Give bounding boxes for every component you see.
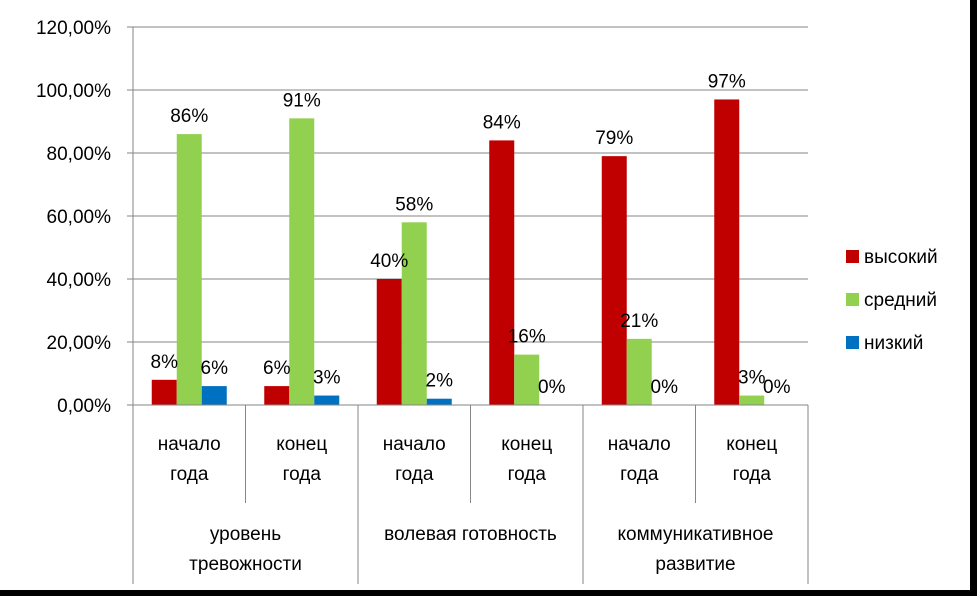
- bar-средний: [739, 395, 765, 405]
- legend: высокий средний низкий: [846, 247, 938, 354]
- data-label: 0%: [538, 377, 566, 398]
- axes: [132, 27, 809, 584]
- bar-низкий: [314, 395, 340, 405]
- data-label: 6%: [201, 358, 229, 379]
- legend-swatch-высокий: [846, 250, 859, 263]
- bar-высокий: [714, 99, 740, 405]
- data-label: 8%: [151, 352, 179, 373]
- data-labels: 8% 86% 6% 6% 91% 3% 40% 58% 2% 84% 16% 0% 79% 21% 0% 97…: [151, 71, 791, 398]
- y-tick-label: 0,00%: [57, 396, 111, 417]
- data-label: 0%: [763, 377, 791, 398]
- category-label: года: [508, 464, 547, 485]
- category-label: конец: [501, 434, 552, 455]
- bar-высокий: [151, 379, 177, 405]
- group-label: коммуникативное: [618, 524, 774, 545]
- bar-средний: [401, 222, 427, 405]
- category-label: года: [170, 464, 209, 485]
- bar-высокий: [264, 386, 290, 405]
- bar-средний: [176, 134, 202, 405]
- y-tick-label: 120,00%: [36, 18, 111, 39]
- legend-swatch-средний: [846, 293, 859, 306]
- data-label: 21%: [620, 311, 658, 332]
- category-label: конец: [726, 434, 777, 455]
- group-label: волевая готовность: [384, 524, 557, 545]
- data-label: 58%: [395, 194, 433, 215]
- data-label: 16%: [508, 327, 546, 348]
- category-label: года: [620, 464, 659, 485]
- y-tick-label: 100,00%: [36, 81, 111, 102]
- data-label: 86%: [170, 106, 208, 127]
- legend-label: низкий: [864, 333, 923, 354]
- legend-label: высокий: [864, 247, 938, 268]
- category-label: начало: [383, 434, 446, 455]
- y-tick-label: 80,00%: [47, 144, 112, 165]
- bar-средний: [514, 354, 540, 405]
- group-label: тревожности: [189, 554, 302, 575]
- bar-высокий: [376, 279, 402, 405]
- bar-высокий: [489, 140, 515, 405]
- data-label: 97%: [708, 71, 746, 92]
- data-label: 0%: [651, 377, 679, 398]
- data-label: 79%: [595, 128, 633, 149]
- bar-средний: [289, 118, 315, 405]
- category-label: года: [733, 464, 772, 485]
- bar-высокий: [601, 156, 627, 405]
- data-label: 2%: [426, 371, 454, 392]
- bar-средний: [626, 338, 652, 405]
- data-label: 40%: [370, 251, 408, 272]
- bar-низкий: [201, 386, 227, 405]
- legend-swatch-низкий: [846, 336, 859, 349]
- y-tick-label: 20,00%: [47, 333, 112, 354]
- bars: [151, 99, 765, 405]
- y-tick-label: 40,00%: [47, 270, 112, 291]
- group-label: развитие: [655, 554, 735, 575]
- y-tick-label: 60,00%: [47, 207, 112, 228]
- group-label: уровень: [210, 524, 281, 545]
- category-label: начало: [608, 434, 671, 455]
- category-labels: начало года конец года уровень тревожности нач…: [158, 434, 778, 575]
- data-label: 84%: [483, 112, 521, 133]
- data-label: 6%: [263, 358, 291, 379]
- data-label: 91%: [283, 90, 321, 111]
- legend-label: средний: [864, 290, 937, 311]
- data-label: 3%: [738, 368, 766, 389]
- gridlines: [127, 26, 808, 406]
- category-label: года: [395, 464, 434, 485]
- category-label: начало: [158, 434, 221, 455]
- data-label: 3%: [313, 368, 341, 389]
- y-axis-ticks: 0,00% 20,00% 40,00% 60,00% 80,00% 100,00% 120,…: [36, 18, 111, 417]
- bar-низкий: [426, 398, 452, 405]
- category-label: года: [283, 464, 322, 485]
- category-label: конец: [276, 434, 327, 455]
